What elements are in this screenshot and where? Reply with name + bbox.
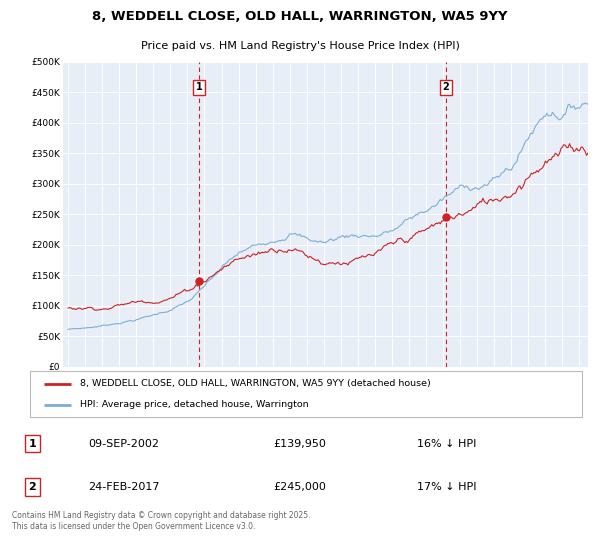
Text: HPI: Average price, detached house, Warrington: HPI: Average price, detached house, Warr… [80,400,308,409]
Text: 24-FEB-2017: 24-FEB-2017 [88,482,160,492]
Text: 17% ↓ HPI: 17% ↓ HPI [417,482,477,492]
Text: 2: 2 [29,482,37,492]
Text: 8, WEDDELL CLOSE, OLD HALL, WARRINGTON, WA5 9YY (detached house): 8, WEDDELL CLOSE, OLD HALL, WARRINGTON, … [80,379,430,388]
Text: Contains HM Land Registry data © Crown copyright and database right 2025.
This d: Contains HM Land Registry data © Crown c… [12,511,311,531]
Text: 8, WEDDELL CLOSE, OLD HALL, WARRINGTON, WA5 9YY: 8, WEDDELL CLOSE, OLD HALL, WARRINGTON, … [92,10,508,23]
Text: 1: 1 [29,438,37,449]
Text: 2: 2 [442,82,449,92]
Text: £139,950: £139,950 [274,438,326,449]
Text: £245,000: £245,000 [274,482,326,492]
Text: Price paid vs. HM Land Registry's House Price Index (HPI): Price paid vs. HM Land Registry's House … [140,41,460,51]
Text: 09-SEP-2002: 09-SEP-2002 [88,438,159,449]
FancyBboxPatch shape [30,371,582,417]
Text: 16% ↓ HPI: 16% ↓ HPI [418,438,476,449]
Text: 1: 1 [196,82,203,92]
